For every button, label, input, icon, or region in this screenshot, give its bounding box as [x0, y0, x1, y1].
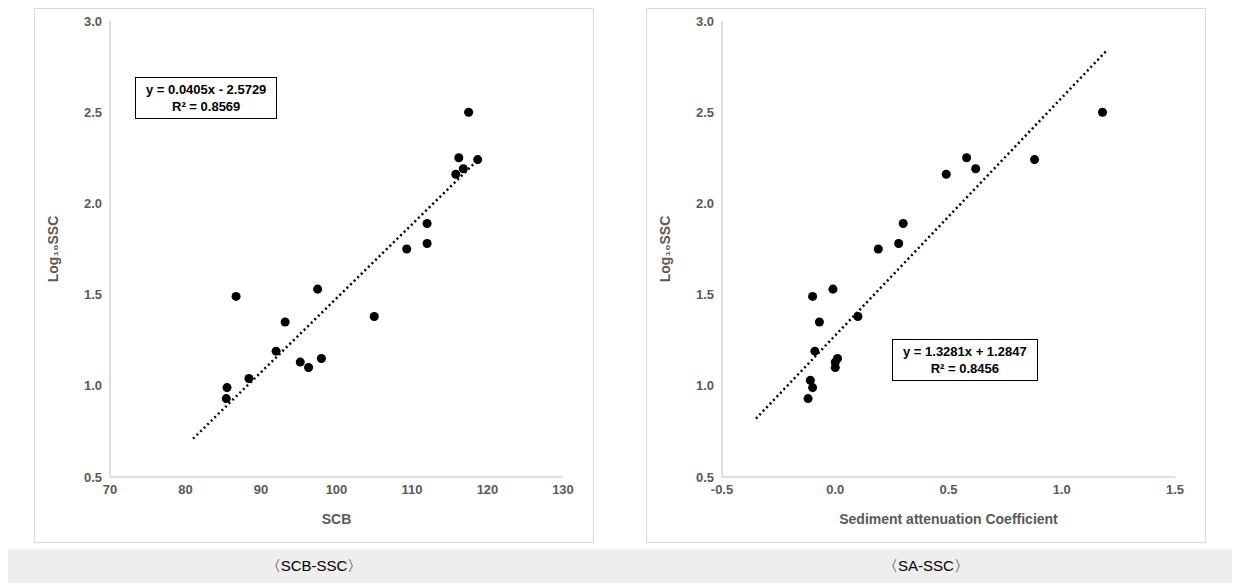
svg-text:1.5: 1.5: [696, 287, 714, 302]
svg-text:90: 90: [254, 482, 268, 497]
svg-text:Log₁₀SSC: Log₁₀SSC: [657, 216, 673, 283]
svg-text:3.0: 3.0: [696, 14, 714, 29]
svg-text:1.5: 1.5: [1166, 482, 1184, 497]
svg-text:2.5: 2.5: [84, 105, 102, 120]
svg-text:0.5: 0.5: [696, 470, 714, 485]
svg-text:Sediment attenuation Coefficie: Sediment attenuation Coefficient: [839, 511, 1058, 527]
html-text:R² = 0.8569: R² = 0.8569: [172, 99, 241, 114]
svg-text:-0.5: -0.5: [711, 482, 733, 497]
svg-text:70: 70: [103, 482, 117, 497]
html-text:〈SCB-SSC〉: 〈SCB-SSC〉: [265, 556, 363, 574]
svg-text:Log₁₀SSC: Log₁₀SSC: [45, 216, 61, 283]
svg-text:1.5: 1.5: [84, 287, 102, 302]
svg-text:0.5: 0.5: [939, 482, 957, 497]
svg-text:80: 80: [178, 482, 192, 497]
svg-text:2.5: 2.5: [696, 105, 714, 120]
svg-text:2.0: 2.0: [696, 196, 714, 211]
html-text:R² = 0.8456: R² = 0.8456: [930, 361, 999, 376]
svg-text:110: 110: [402, 482, 423, 497]
svg-text:100: 100: [326, 482, 348, 497]
html-text:y = 1.3281x + 1.2847: y = 1.3281x + 1.2847: [903, 344, 1027, 359]
svg-text:0.0: 0.0: [826, 482, 844, 497]
svg-text:120: 120: [477, 482, 499, 497]
svg-text:1.0: 1.0: [1053, 482, 1071, 497]
html-text:y = 0.0405x - 2.5729: y = 0.0405x - 2.5729: [146, 82, 267, 97]
svg-text:3.0: 3.0: [84, 14, 102, 29]
svg-text:1.0: 1.0: [696, 378, 714, 393]
svg-text:0.5: 0.5: [84, 470, 102, 485]
html-text:〈SA-SSC〉: 〈SA-SSC〉: [883, 556, 969, 574]
svg-text:130: 130: [552, 482, 574, 497]
svg-text:1.0: 1.0: [84, 378, 102, 393]
svg-text:2.0: 2.0: [84, 196, 102, 211]
svg-text:SCB: SCB: [322, 511, 352, 527]
